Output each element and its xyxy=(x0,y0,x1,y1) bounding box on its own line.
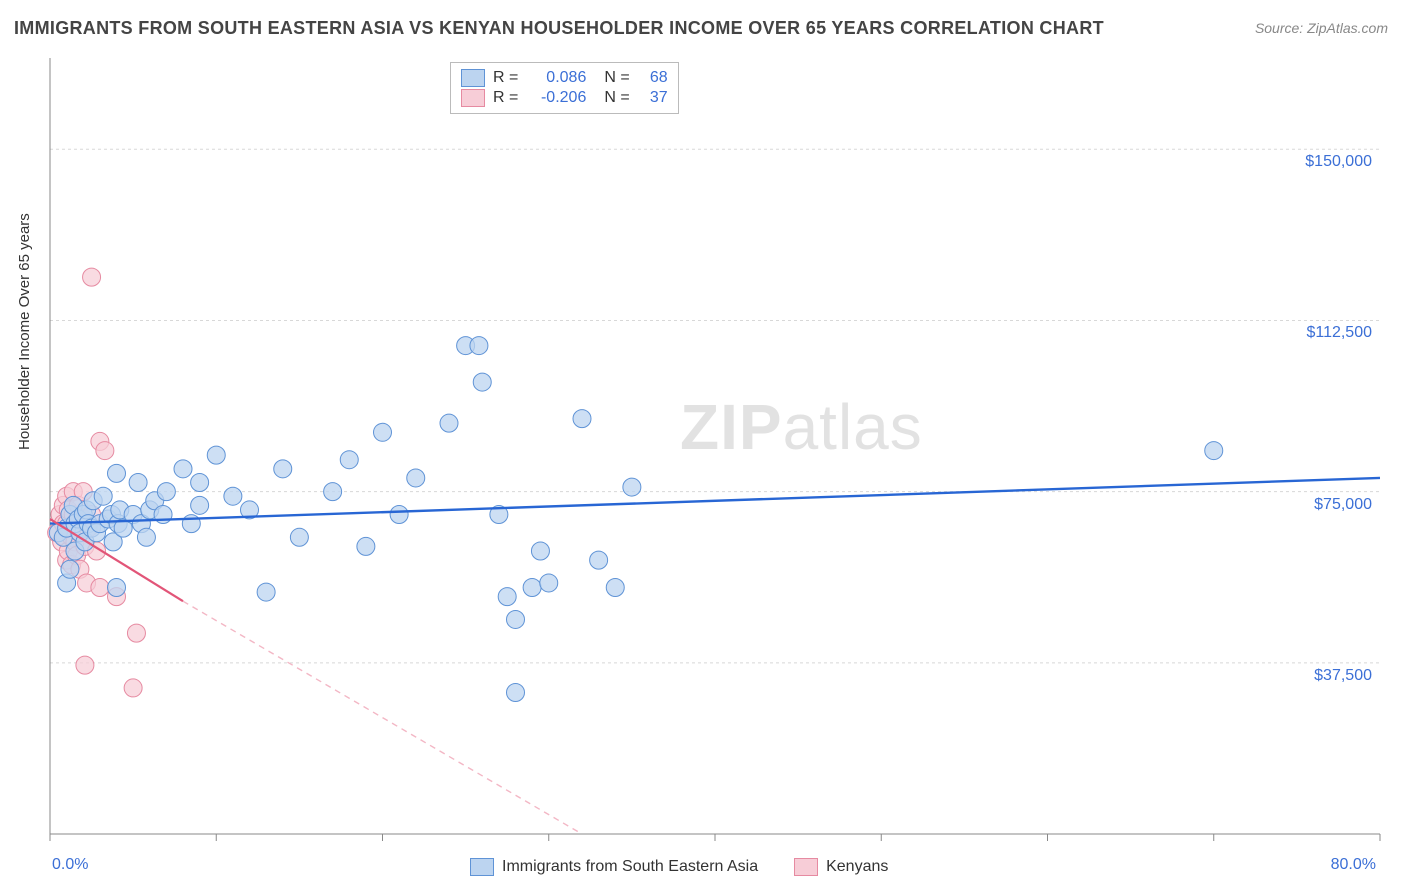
legend-n-label: N = xyxy=(604,69,629,87)
legend-row: R = -0.206 N = 37 xyxy=(461,89,668,107)
legend-item: Immigrants from South Eastern Asia xyxy=(470,858,758,876)
correlation-chart xyxy=(0,0,1406,892)
legend-swatch xyxy=(794,858,818,876)
legend-n-label: N = xyxy=(604,89,629,107)
legend-swatch xyxy=(461,89,485,107)
legend-label: Kenyans xyxy=(826,858,888,876)
y-tick-label: $112,500 xyxy=(1306,324,1372,342)
legend-r-label: R = xyxy=(493,69,518,87)
legend-r-label: R = xyxy=(493,89,518,107)
y-tick-label: $150,000 xyxy=(1305,153,1372,171)
legend-item: Kenyans xyxy=(794,858,888,876)
series-legend: Immigrants from South Eastern Asia Kenyan… xyxy=(470,858,888,876)
x-tick-start: 0.0% xyxy=(52,856,88,874)
legend-swatch xyxy=(461,69,485,87)
correlation-legend: R = 0.086 N = 68 R = -0.206 N = 37 xyxy=(450,62,679,114)
legend-r-value: 0.086 xyxy=(526,69,586,87)
legend-n-value: 68 xyxy=(638,69,668,87)
y-tick-label: $75,000 xyxy=(1314,496,1372,514)
legend-row: R = 0.086 N = 68 xyxy=(461,69,668,87)
y-tick-label: $37,500 xyxy=(1314,667,1372,685)
x-tick-end: 80.0% xyxy=(1331,856,1376,874)
legend-label: Immigrants from South Eastern Asia xyxy=(502,858,758,876)
legend-swatch xyxy=(470,858,494,876)
legend-n-value: 37 xyxy=(638,89,668,107)
legend-r-value: -0.206 xyxy=(526,89,586,107)
